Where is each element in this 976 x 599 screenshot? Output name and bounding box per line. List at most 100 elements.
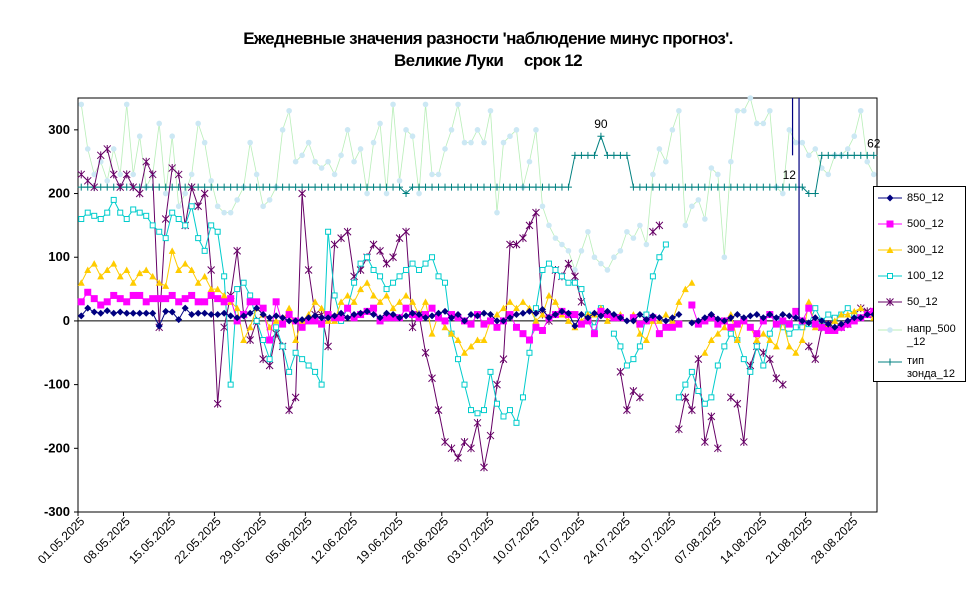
- data-point: [207, 183, 215, 191]
- data-point: [655, 330, 663, 338]
- series-line-segment: [723, 161, 732, 258]
- data-point: [779, 324, 786, 331]
- data-point: [298, 316, 306, 324]
- data-point: [792, 307, 800, 315]
- data-point: [571, 151, 579, 159]
- data-point: [90, 295, 98, 303]
- data-point: [181, 304, 189, 312]
- series-line-segment: [652, 257, 660, 277]
- data-point: [97, 301, 105, 309]
- series-line-segment: [399, 186, 407, 194]
- data-point: [824, 151, 832, 159]
- data-point: [688, 319, 696, 327]
- data-point: [571, 311, 579, 319]
- data-point: [824, 326, 832, 334]
- legend-swatch: [878, 273, 902, 279]
- data-point: [714, 315, 722, 323]
- series-line-segment: [620, 231, 628, 251]
- data-point: [733, 320, 741, 328]
- data-point: [136, 291, 144, 299]
- data-point: [532, 208, 540, 217]
- series-line-segment: [204, 142, 212, 181]
- series-line-segment: [645, 276, 654, 315]
- data-point: [155, 295, 163, 303]
- data-point: [233, 183, 241, 191]
- series-line-segment: [327, 244, 336, 347]
- data-point: [480, 336, 488, 344]
- series-6: [78, 95, 877, 273]
- series-line-segment: [217, 327, 225, 404]
- data-point: [824, 320, 832, 328]
- data-point: [292, 317, 300, 325]
- series-line-segment: [295, 193, 303, 398]
- data-point: [409, 309, 417, 317]
- legend-label: 50_12: [907, 296, 938, 308]
- legend-swatch: [878, 327, 902, 333]
- data-point: [96, 151, 105, 160]
- data-point: [636, 320, 644, 328]
- series-line-segment: [483, 110, 491, 143]
- data-point: [649, 227, 657, 236]
- data-point: [103, 298, 111, 306]
- data-point: [116, 295, 124, 303]
- data-point: [337, 314, 345, 322]
- data-point: [207, 285, 215, 293]
- data-point: [129, 291, 137, 299]
- data-point: [435, 309, 443, 317]
- data-point: [428, 374, 436, 383]
- data-point: [610, 311, 618, 319]
- data-point: [844, 151, 852, 159]
- data-point: [818, 151, 826, 159]
- data-point: [538, 183, 546, 191]
- series-line-segment: [275, 129, 284, 188]
- data-point: [499, 183, 507, 191]
- data-point: [831, 151, 839, 159]
- data-point: [227, 183, 235, 191]
- data-point: [299, 356, 306, 363]
- data-point: [402, 227, 410, 236]
- x-tick-label: 26.06.2025: [399, 514, 452, 567]
- data-point: [538, 326, 546, 334]
- data-point: [363, 279, 371, 286]
- data-point: [467, 311, 475, 319]
- series-line-segment: [496, 142, 504, 213]
- series-line-segment: [814, 327, 823, 360]
- data-point: [701, 314, 709, 322]
- data-point: [545, 291, 553, 299]
- data-point: [720, 183, 728, 191]
- data-point: [604, 267, 611, 273]
- data-point: [558, 273, 565, 280]
- series-line-segment: [210, 180, 219, 207]
- data-point: [546, 222, 552, 229]
- data-point: [383, 309, 391, 317]
- data-point: [298, 323, 306, 331]
- data-point: [572, 267, 578, 273]
- data-point: [831, 317, 839, 324]
- series-line-segment: [165, 250, 173, 286]
- data-point: [123, 216, 130, 223]
- data-point: [707, 412, 716, 421]
- data-point: [493, 317, 501, 325]
- data-point: [792, 183, 800, 191]
- series-line-segment: [165, 167, 173, 220]
- data-point: [792, 324, 799, 331]
- series-line-segment: [347, 282, 355, 309]
- series-line-segment: [749, 346, 758, 373]
- data-point: [473, 418, 482, 427]
- data-point: [377, 120, 383, 127]
- series-line-segment: [775, 320, 784, 347]
- data-point: [779, 317, 787, 325]
- data-point: [811, 320, 819, 328]
- data-point: [253, 304, 261, 312]
- data-point: [886, 220, 894, 228]
- data-point: [344, 127, 351, 133]
- data-point: [804, 342, 813, 351]
- series-line-segment: [236, 250, 245, 315]
- series-line-segment: [535, 212, 543, 315]
- data-point: [571, 322, 579, 330]
- series-line-segment: [593, 136, 602, 156]
- data-point: [637, 222, 643, 229]
- data-point: [740, 314, 748, 322]
- data-point: [455, 356, 462, 363]
- data-point: [461, 349, 469, 356]
